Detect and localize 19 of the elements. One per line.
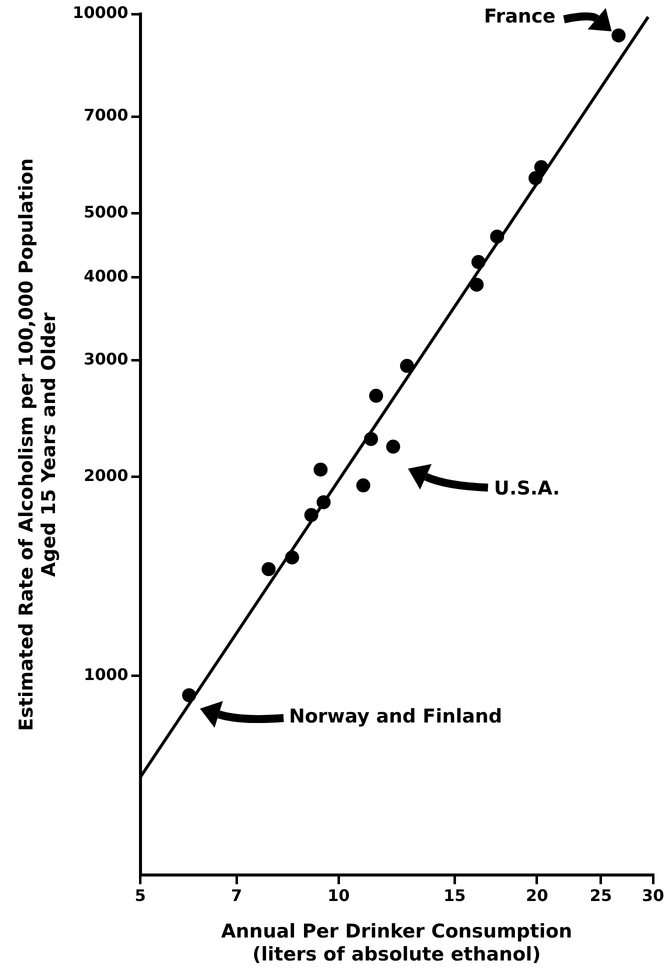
x-tick-label: 10 <box>327 886 350 905</box>
x-tick-label: 7 <box>230 886 242 905</box>
y-axis-title: Estimated Rate of Alcoholism per 100,000 Population Aged 15 Years and Older <box>15 158 60 731</box>
x-tick-label: 20 <box>526 886 548 905</box>
x-axis-title: Annual Per Drinker Consumption (liters of absolute ethanol) <box>221 920 572 966</box>
y-tick-label: 1000 <box>84 665 128 684</box>
y-tick-label: 10000 <box>72 3 128 22</box>
y-tick-label: 2000 <box>84 466 128 485</box>
annotation: Norway and Finland <box>288 706 502 728</box>
x-tick-label: 5 <box>134 886 146 905</box>
x-tick-label: 15 <box>444 886 466 905</box>
y-tick-label: 7000 <box>84 106 128 125</box>
x-tick-label: 25 <box>590 886 612 905</box>
y-tick-label: 3000 <box>84 349 128 368</box>
y-tick-label: 5000 <box>84 202 128 222</box>
x-tick-label: 30 <box>642 886 664 905</box>
annotation: U.S.A. <box>494 477 560 500</box>
annotation: France <box>484 5 556 28</box>
y-tick-label: 4000 <box>84 266 128 286</box>
